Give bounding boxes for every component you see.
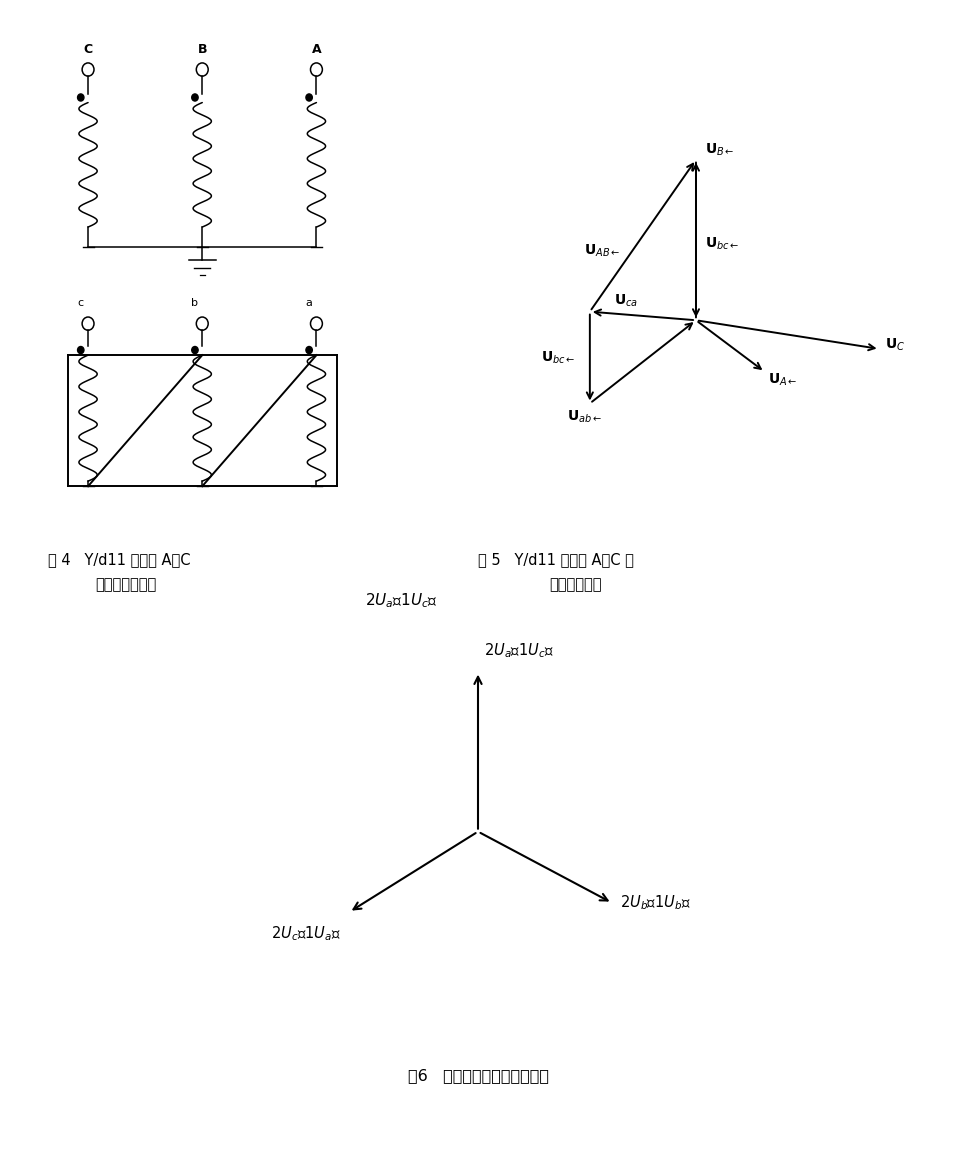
Circle shape [77, 346, 84, 353]
Text: a: a [305, 298, 312, 308]
Text: $2U_b$（$1U_b$）: $2U_b$（$1U_b$） [620, 894, 691, 912]
Text: $2U_a$（$1U_c$）: $2U_a$（$1U_c$） [365, 591, 438, 610]
Text: 图6   变压器低压测电压相量图: 图6 变压器低压测电压相量图 [407, 1068, 549, 1083]
Text: $\mathbf{U}_{bc\leftarrow}$: $\mathbf{U}_{bc\leftarrow}$ [705, 236, 739, 253]
Text: C: C [83, 43, 93, 55]
Text: $\mathbf{U}_{B\leftarrow}$: $\mathbf{U}_{B\leftarrow}$ [705, 142, 734, 158]
Text: 接反时相量图: 接反时相量图 [550, 578, 602, 593]
Text: $\mathbf{U}_{ab\leftarrow}$: $\mathbf{U}_{ab\leftarrow}$ [567, 409, 601, 425]
Circle shape [306, 346, 313, 353]
Circle shape [192, 94, 198, 100]
Text: $\mathbf{U}_{ca}$: $\mathbf{U}_{ca}$ [614, 292, 639, 308]
Text: $\mathbf{U}_C$: $\mathbf{U}_C$ [885, 337, 905, 353]
Text: $\mathbf{U}_{AB\leftarrow}$: $\mathbf{U}_{AB\leftarrow}$ [584, 243, 620, 259]
Text: c: c [77, 298, 83, 308]
Circle shape [192, 346, 198, 353]
Text: $2U_c$（$1U_a$）: $2U_c$（$1U_a$） [272, 924, 341, 942]
Text: A: A [312, 43, 321, 55]
Text: B: B [198, 43, 207, 55]
Text: b: b [191, 298, 198, 308]
Text: 图 4   Y/d11 高压侧 A、C: 图 4 Y/d11 高压侧 A、C [48, 552, 190, 567]
Text: $\mathbf{U}_{A\leftarrow}$: $\mathbf{U}_{A\leftarrow}$ [768, 372, 797, 388]
Circle shape [77, 94, 84, 100]
Text: $2U_a$（$1U_c$）: $2U_a$（$1U_c$） [485, 641, 554, 660]
Text: 相接反时接线图: 相接反时接线图 [96, 578, 157, 593]
Text: $\mathbf{U}_{bc\leftarrow}$: $\mathbf{U}_{bc\leftarrow}$ [541, 349, 576, 366]
Text: 图 5   Y/d11 高压侧 A、C 相: 图 5 Y/d11 高压侧 A、C 相 [478, 552, 634, 567]
Circle shape [306, 94, 313, 100]
